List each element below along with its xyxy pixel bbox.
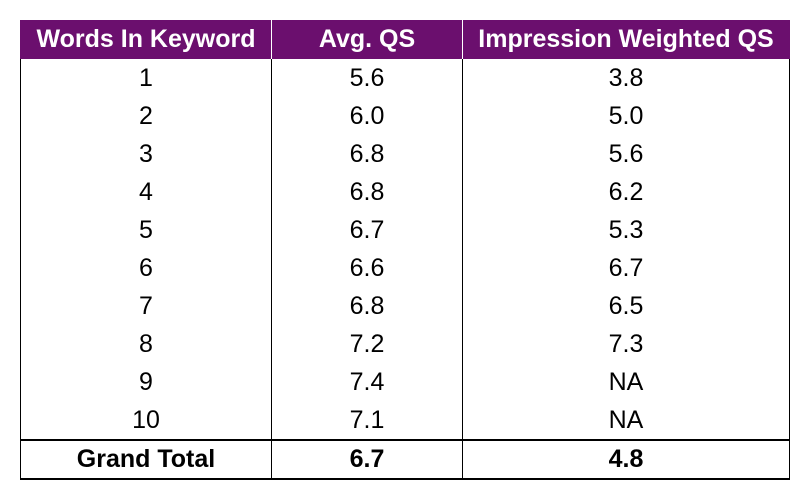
grand-total-row: Grand Total 6.7 4.8 [20,439,790,480]
table-row: 10 7.1 NA [20,401,790,440]
cell-avg-qs: 6.0 [271,97,463,135]
header-row: Words In Keyword Avg. QS Impression Weig… [20,20,790,59]
cell-avg-qs: 7.1 [271,401,463,440]
cell-avg-qs: 6.8 [271,287,463,325]
table-row: 9 7.4 NA [20,363,790,401]
cell-avg-qs: 7.4 [271,363,463,401]
cell-avg-qs: 6.8 [271,173,463,211]
cell-words: 2 [20,97,272,135]
grand-total-avg-qs: 6.7 [271,439,463,480]
cell-avg-qs: 6.7 [271,211,463,249]
quality-score-table: Words In Keyword Avg. QS Impression Weig… [20,20,790,480]
cell-impression-weighted-qs: 5.3 [462,211,790,249]
table-row: 7 6.8 6.5 [20,287,790,325]
cell-impression-weighted-qs: 5.0 [462,97,790,135]
cell-words: 4 [20,173,272,211]
column-header-avg-qs: Avg. QS [271,20,463,59]
column-header-impression-weighted-qs: Impression Weighted QS [462,20,790,59]
table-header: Words In Keyword Avg. QS Impression Weig… [20,20,790,59]
cell-words: 7 [20,287,272,325]
cell-impression-weighted-qs: 6.5 [462,287,790,325]
grand-total-impression-weighted-qs: 4.8 [462,439,790,480]
cell-impression-weighted-qs: 3.8 [462,59,790,97]
cell-impression-weighted-qs: NA [462,401,790,440]
grand-total-label: Grand Total [20,439,272,480]
table-row: 4 6.8 6.2 [20,173,790,211]
cell-words: 6 [20,249,272,287]
cell-impression-weighted-qs: 7.3 [462,325,790,363]
cell-avg-qs: 7.2 [271,325,463,363]
cell-impression-weighted-qs: NA [462,363,790,401]
cell-words: 8 [20,325,272,363]
cell-words: 3 [20,135,272,173]
cell-impression-weighted-qs: 5.6 [462,135,790,173]
table-row: 3 6.8 5.6 [20,135,790,173]
table-row: 2 6.0 5.0 [20,97,790,135]
data-table-container: Words In Keyword Avg. QS Impression Weig… [20,20,790,480]
cell-impression-weighted-qs: 6.2 [462,173,790,211]
table-row: 6 6.6 6.7 [20,249,790,287]
cell-avg-qs: 6.8 [271,135,463,173]
column-header-words-in-keyword: Words In Keyword [20,20,272,59]
table-row: 8 7.2 7.3 [20,325,790,363]
cell-words: 9 [20,363,272,401]
cell-avg-qs: 6.6 [271,249,463,287]
table-body: 1 5.6 3.8 2 6.0 5.0 3 6.8 5.6 4 6.8 6.2 … [20,59,790,480]
cell-words: 5 [20,211,272,249]
cell-avg-qs: 5.6 [271,59,463,97]
cell-impression-weighted-qs: 6.7 [462,249,790,287]
cell-words: 10 [20,401,272,440]
table-row: 1 5.6 3.8 [20,59,790,97]
table-row: 5 6.7 5.3 [20,211,790,249]
cell-words: 1 [20,59,272,97]
